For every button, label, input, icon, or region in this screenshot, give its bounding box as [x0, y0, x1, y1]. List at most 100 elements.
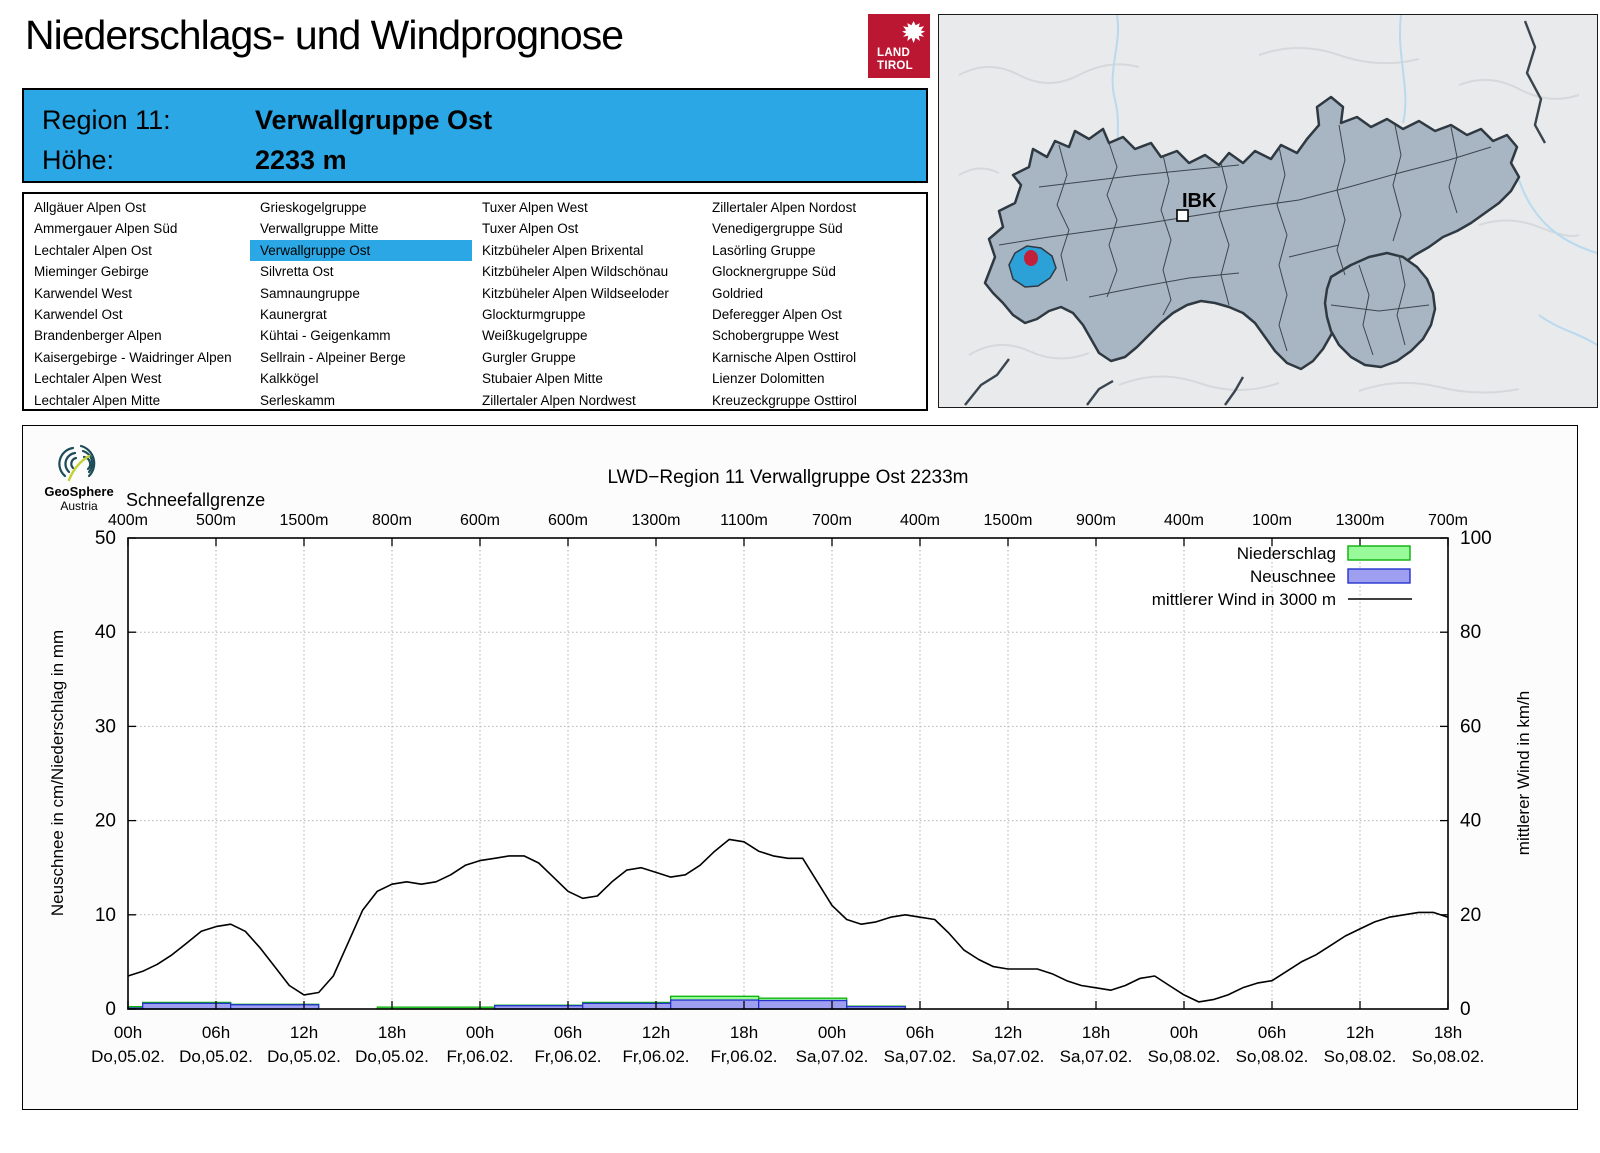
region-list-item[interactable]: Tuxer Alpen Ost	[482, 221, 579, 237]
region-name-value: Verwallgruppe Ost	[255, 105, 493, 135]
snowline-value: 700m	[812, 512, 852, 529]
region-list-item[interactable]: Mieminger Gebirge	[34, 264, 149, 280]
region-list-item[interactable]: Kaunergrat	[260, 306, 327, 322]
x-axis-time-label: 06h	[202, 1023, 230, 1042]
tirol-map: IBK	[938, 14, 1598, 408]
region-list-item[interactable]: Karwendel West	[34, 285, 133, 301]
region-list-item[interactable]: Samnaungruppe	[260, 285, 360, 301]
region-list-item[interactable]: Ammergauer Alpen Süd	[34, 221, 178, 237]
region-list-item[interactable]: Brandenberger Alpen	[34, 328, 162, 344]
snowline-value: 500m	[196, 512, 236, 529]
legend-swatch-neuschnee	[1347, 568, 1411, 584]
region-list-item[interactable]: Lechtaler Alpen West	[34, 371, 162, 387]
region-list-item[interactable]: Serleskamm	[260, 392, 336, 408]
neuschnee-bar	[670, 999, 760, 1010]
x-axis-time-label: 18h	[1434, 1023, 1462, 1042]
x-axis-time-label: 00h	[818, 1023, 846, 1042]
tirol-regions-shape[interactable]	[983, 95, 1521, 371]
region-column-1: Allgäuer Alpen Ost Ammergauer Alpen Süd Le…	[24, 197, 250, 409]
logo-background	[868, 14, 930, 78]
legend-label-wind: mittlerer Wind in 3000 m	[1152, 590, 1336, 609]
x-axis-date-label: Do,05.02.	[179, 1047, 253, 1066]
x-axis-date-label: Fr,06.02.	[534, 1047, 601, 1066]
region-list-item[interactable]: Weißkugelgruppe	[482, 328, 588, 344]
x-axis-date-label: So,08.02.	[1236, 1047, 1309, 1066]
snowline-value: 400m	[108, 512, 148, 529]
region-list-item[interactable]: Lienzer Dolomitten	[712, 371, 825, 387]
region-list-item[interactable]: Schobergruppe West	[712, 328, 839, 344]
x-axis-time-label: 00h	[466, 1023, 494, 1042]
x-axis-time-label: 18h	[730, 1023, 758, 1042]
land-tirol-logo-text: LAND TIROL	[877, 47, 913, 72]
snowline-label: Schneefallgrenze	[126, 490, 265, 510]
x-axis-date-label: So,08.02.	[1412, 1047, 1485, 1066]
region-list-item[interactable]: Kitzbüheler Alpen Wildseeloder	[482, 285, 669, 301]
region-list-item[interactable]: Grieskogelgruppe	[260, 200, 367, 215]
altitude-value: 2233 m	[255, 145, 347, 175]
region-list-item[interactable]: Glockturmgruppe	[482, 306, 586, 322]
x-axis-time-label: 00h	[1170, 1023, 1198, 1042]
right-tick-label: 80	[1460, 622, 1481, 643]
region-list-item[interactable]: Kitzbüheler Alpen Brixental	[482, 242, 644, 258]
region-list-item[interactable]: Kalkkögel	[260, 371, 319, 387]
region-list-item[interactable]: Gurgler Gruppe	[482, 349, 576, 365]
x-axis-time-label: 06h	[1258, 1023, 1286, 1042]
region-list-item[interactable]: Lechtaler Alpen Ost	[34, 242, 152, 258]
chart-panel: GeoSphere Austria LWD−Region 11 Verwallg…	[22, 425, 1578, 1110]
wind-line-group	[127, 838, 1449, 1003]
region-number-label: Region 11:	[42, 105, 171, 135]
region-list-item[interactable]: Sellrain - Alpeiner Berge	[260, 349, 406, 365]
grid-lines	[128, 538, 1448, 1009]
region-list-item[interactable]: Kühtai - Geigenkamm	[260, 328, 391, 344]
logo-line2: TIROL	[877, 59, 913, 72]
region-list-item[interactable]: Karwendel Ost	[34, 306, 123, 322]
geosphere-swirl-icon	[58, 444, 96, 478]
region-list-item[interactable]: Silvretta Ost	[260, 264, 334, 280]
region-list-item[interactable]: Allgäuer Alpen Ost	[34, 200, 146, 215]
left-tick-label: 10	[95, 905, 116, 926]
region-list-item[interactable]: Karnische Alpen Osttirol	[712, 349, 857, 365]
snowline-value: 600m	[460, 512, 500, 529]
left-tick-label: 40	[95, 622, 116, 643]
region-list-item[interactable]: Zillertaler Alpen Nordost	[712, 200, 857, 215]
region-list-item-selected[interactable]: Verwallgruppe Ost	[250, 239, 472, 262]
left-axis-title: Neuschnee in cm/Niederschlag in mm	[48, 630, 67, 916]
region-list-item[interactable]: Kitzbüheler Alpen Wildschönau	[482, 264, 669, 280]
neuschnee-bar	[758, 999, 848, 1010]
region-list-item[interactable]: Kaisergebirge - Waidringer Alpen	[34, 349, 232, 365]
osttirol-regions-shape[interactable]	[1323, 251, 1437, 369]
neuschnee-bar	[582, 1002, 672, 1010]
forecast-chart-svg: GeoSphere Austria LWD−Region 11 Verwallg…	[44, 444, 1533, 1066]
snowline-value: 800m	[372, 512, 412, 529]
geosphere-yellow-arc	[67, 454, 91, 482]
chart-legend: Niederschlag Neuschnee mittlerer Wind in…	[1152, 544, 1412, 609]
legend-swatch-niederschlag	[1347, 545, 1411, 561]
region-list-item[interactable]: Lechtaler Alpen Mitte	[34, 392, 161, 408]
x-axis-date-label: Do,05.02.	[267, 1047, 341, 1066]
region-list-item[interactable]: Lasörling Gruppe	[712, 242, 816, 258]
plot-frame-ticks	[127, 537, 1449, 1010]
right-tick-label: 20	[1460, 905, 1481, 926]
region-list-item[interactable]: Kreuzeckgruppe Osttirol	[712, 392, 857, 408]
region-list-item[interactable]: Venedigergruppe Süd	[712, 221, 843, 237]
region-list-item[interactable]: Verwallgruppe Mitte	[260, 221, 379, 237]
left-tick-label: 20	[95, 811, 116, 832]
region-list-item[interactable]: Deferegger Alpen Ost	[712, 306, 842, 322]
snowline-value: 1500m	[280, 512, 329, 529]
altitude-label: Höhe:	[42, 145, 115, 175]
snowline-value: 1300m	[1336, 512, 1385, 529]
region-list-item[interactable]: Stubaier Alpen Mitte	[482, 371, 603, 387]
x-axis-time-label: 18h	[378, 1023, 406, 1042]
region-list-item[interactable]: Tuxer Alpen West	[482, 200, 588, 215]
region-list-item[interactable]: Zillertaler Alpen Nordwest	[482, 392, 636, 408]
snowline-value: 1300m	[632, 512, 681, 529]
x-axis-date-label: Sa,07.02.	[884, 1047, 957, 1066]
region-list-item[interactable]: Glocknergruppe Süd	[712, 264, 836, 280]
selected-region-shape[interactable]	[1008, 245, 1057, 288]
left-tick-label: 30	[95, 716, 116, 737]
region-list-item[interactable]: Goldried	[712, 285, 764, 301]
ibk-marker	[1176, 209, 1189, 222]
axis-tick-labels: 0 10 20 30 40 50 0 20 40 60 80 100 00h Do,05.02. 06h Do…	[91, 512, 1492, 1066]
terrain-texture	[958, 47, 1580, 394]
snowline-value: 400m	[1164, 512, 1204, 529]
